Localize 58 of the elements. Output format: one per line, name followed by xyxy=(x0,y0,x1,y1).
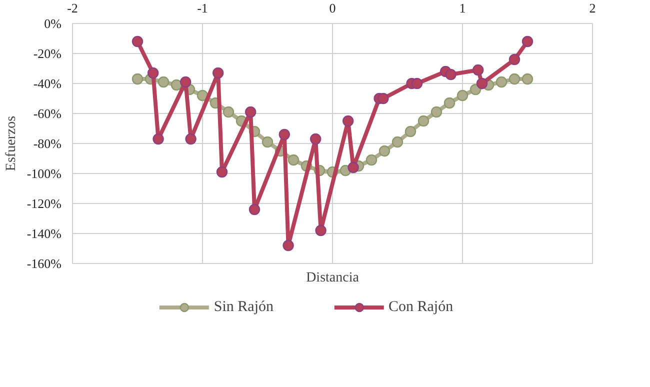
x-tick-label: -1 xyxy=(197,0,208,16)
point xyxy=(170,79,182,91)
point xyxy=(348,162,359,174)
point xyxy=(222,106,234,118)
point xyxy=(522,73,534,85)
x-tick-label: 0 xyxy=(329,0,336,16)
point xyxy=(342,115,354,127)
point xyxy=(456,90,468,102)
point xyxy=(288,154,300,166)
point xyxy=(315,224,326,236)
y-tick-label: 0% xyxy=(44,16,62,31)
point xyxy=(392,136,404,148)
y-tick-label: -60% xyxy=(33,106,62,121)
point xyxy=(148,67,159,79)
point xyxy=(418,115,430,127)
point xyxy=(430,106,442,118)
point xyxy=(366,154,378,166)
point xyxy=(185,133,196,145)
point xyxy=(496,76,508,88)
x-tick-label: 1 xyxy=(459,0,466,16)
point xyxy=(378,145,390,157)
y-tick-label: -20% xyxy=(33,46,62,61)
point xyxy=(508,54,520,66)
y-tick-label: -40% xyxy=(33,76,62,91)
y-tick-label: -140% xyxy=(26,226,62,241)
y-tick-label: -80% xyxy=(33,136,62,151)
point xyxy=(445,68,456,80)
point xyxy=(180,76,192,88)
point xyxy=(472,64,484,76)
point xyxy=(152,133,164,145)
point xyxy=(310,133,322,145)
point xyxy=(278,128,290,140)
point xyxy=(476,78,488,90)
point xyxy=(216,166,228,178)
point xyxy=(508,73,520,85)
point xyxy=(522,36,534,48)
y-axis-title: Esfuerzos xyxy=(4,116,19,172)
point xyxy=(411,78,423,90)
y-tick-label: -120% xyxy=(26,196,62,211)
x-tick-label: 2 xyxy=(589,0,596,16)
point xyxy=(444,97,456,109)
point xyxy=(196,90,208,102)
point xyxy=(132,73,144,85)
point xyxy=(212,67,224,79)
point xyxy=(262,136,274,148)
x-tick-label: -2 xyxy=(67,0,78,16)
y-tick-label: -100% xyxy=(26,166,62,181)
point xyxy=(282,240,294,252)
point xyxy=(132,36,144,48)
legend-label: Sin Rajón xyxy=(214,298,274,316)
legend-label: Con Rajón xyxy=(388,298,454,316)
point xyxy=(245,106,256,118)
point xyxy=(158,76,170,88)
point xyxy=(378,92,389,104)
point xyxy=(404,126,416,138)
x-axis-title: Distancia xyxy=(306,270,360,286)
point xyxy=(248,204,260,216)
y-tick-label: -160% xyxy=(26,256,62,271)
